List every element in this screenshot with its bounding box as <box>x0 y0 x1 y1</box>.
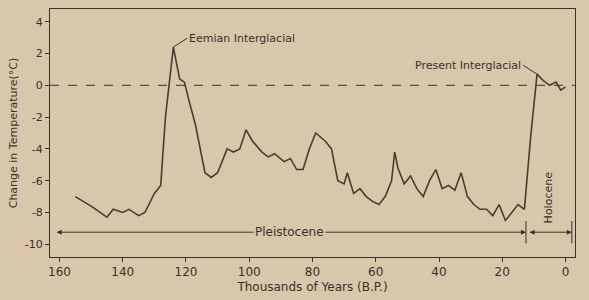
svg-text:0: 0 <box>36 79 43 92</box>
svg-text:Present Interglacial: Present Interglacial <box>415 59 521 72</box>
svg-text:40: 40 <box>431 265 446 279</box>
svg-text:-8: -8 <box>32 206 43 219</box>
svg-text:20: 20 <box>495 265 510 279</box>
svg-text:2: 2 <box>36 47 43 60</box>
svg-text:160: 160 <box>48 265 71 279</box>
svg-text:60: 60 <box>368 265 383 279</box>
svg-text:80: 80 <box>305 265 320 279</box>
svg-text:-6: -6 <box>32 175 43 188</box>
svg-text:0: 0 <box>562 265 570 279</box>
svg-text:120: 120 <box>175 265 198 279</box>
svg-text:-2: -2 <box>32 111 43 124</box>
svg-text:Holocene: Holocene <box>542 172 555 224</box>
svg-text:Thousands of Years (B.P.): Thousands of Years (B.P.) <box>236 280 387 294</box>
svg-text:100: 100 <box>238 265 261 279</box>
svg-text:-10: -10 <box>25 238 43 251</box>
svg-text:4: 4 <box>36 16 43 29</box>
svg-text:Eemian Interglacial: Eemian Interglacial <box>189 32 295 45</box>
svg-text:-4: -4 <box>32 143 43 156</box>
svg-text:Change in Temperature(°C): Change in Temperature(°C) <box>7 58 20 209</box>
svg-text:Pleistocene: Pleistocene <box>255 225 324 239</box>
svg-text:140: 140 <box>111 265 134 279</box>
